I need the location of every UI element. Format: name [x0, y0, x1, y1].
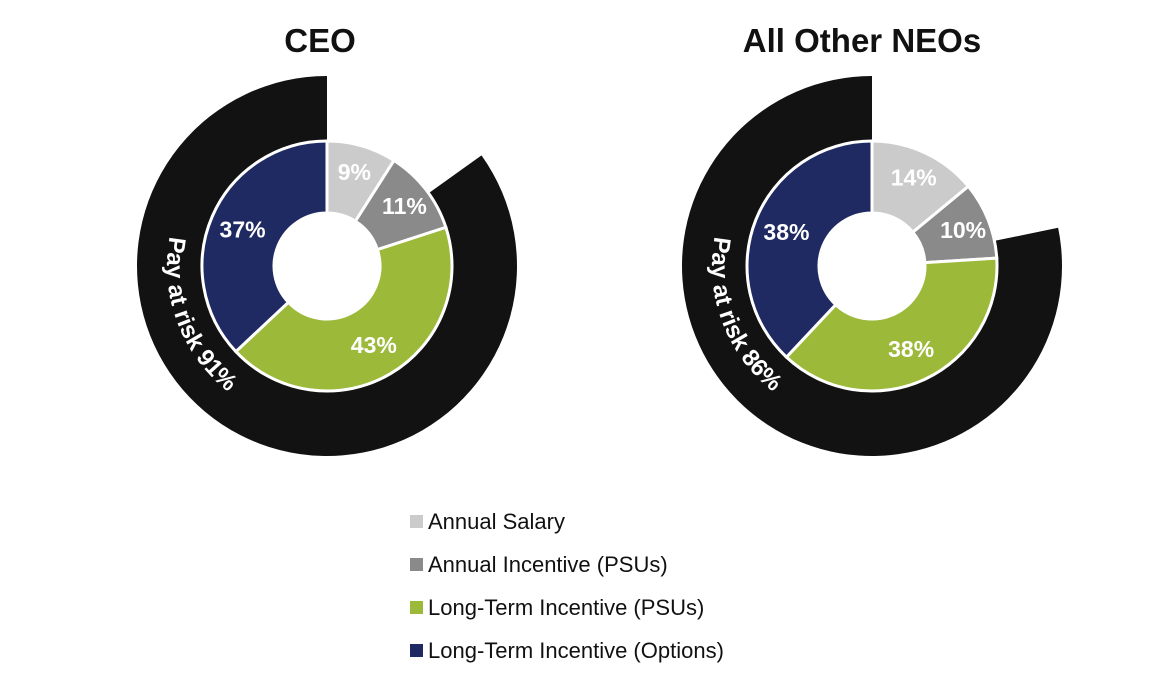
other-neos-chart-title: All Other NEOs: [743, 22, 981, 59]
slice-label-annual-salary: 9%: [338, 159, 371, 185]
legend-swatch: [410, 558, 423, 571]
chart-legend: Annual Salary Annual Incentive (PSUs) Lo…: [410, 500, 724, 672]
legend-label: Long-Term Incentive (PSUs): [428, 594, 705, 620]
pay-at-risk-ring: [137, 76, 517, 457]
legend-label: Long-Term Incentive (Options): [428, 637, 724, 663]
slice-label-lti-options: 37%: [220, 216, 266, 242]
other-neos-donut-chart: All Other NEOs 14%10%38%38%Pay at risk 8…: [682, 22, 1062, 456]
pay-at-risk-ring: [682, 76, 1062, 456]
slice-label-lti-psus: 38%: [888, 336, 934, 362]
slice-label-annual-salary: 14%: [891, 164, 937, 190]
slice-lti-options: [745, 139, 874, 360]
legend-swatch: [410, 515, 423, 528]
legend-label: Annual Incentive (PSUs): [428, 551, 668, 577]
legend-swatch: [410, 644, 423, 657]
legend-label: Annual Salary: [428, 508, 565, 534]
slice-lti-psus: [784, 256, 999, 393]
slice-label-annual-incentive-psus: 10%: [940, 217, 986, 243]
legend-item-lti-psus: Long-Term Incentive (PSUs): [410, 586, 724, 629]
legend-item-lti-options: Long-Term Incentive (Options): [410, 629, 724, 672]
legend-item-annual-salary: Annual Salary: [410, 500, 724, 543]
ceo-chart-title: CEO: [284, 22, 356, 59]
slice-lti-options: [200, 139, 329, 354]
legend-item-annual-incentive: Annual Incentive (PSUs): [410, 543, 724, 586]
slice-label-lti-psus: 43%: [351, 332, 397, 358]
legend-swatch: [410, 601, 423, 614]
slice-lti-psus: [233, 225, 454, 393]
ceo-donut-chart: CEO 9%11%43%37%Pay at risk 91%: [137, 22, 517, 457]
slice-label-annual-incentive-psus: 11%: [382, 193, 427, 219]
slice-label-lti-options: 38%: [763, 219, 809, 245]
